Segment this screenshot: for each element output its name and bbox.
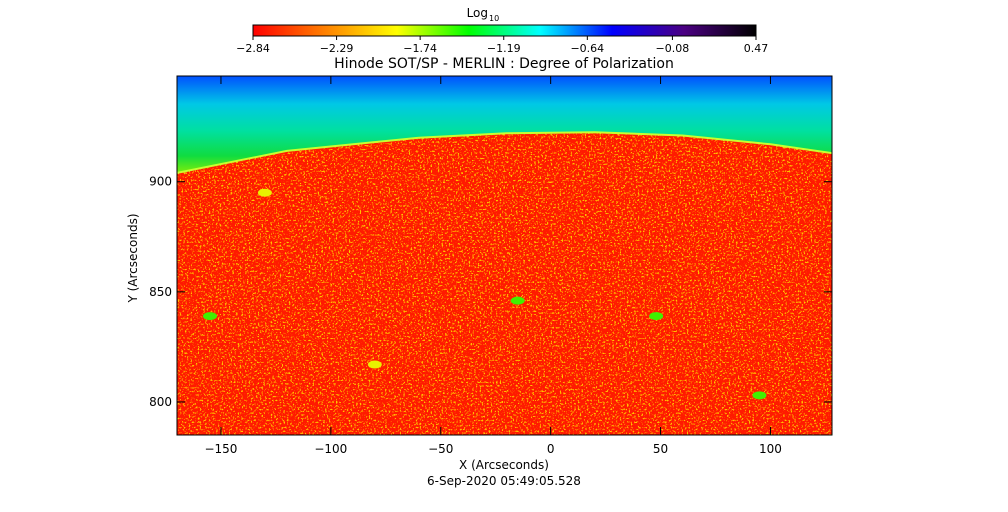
colorbar-label-subscript: 10 (489, 14, 499, 23)
colorbar-tick-label: −1.74 (403, 42, 437, 55)
disk-texture (177, 132, 832, 435)
timestamp: 6-Sep-2020 05:49:05.528 (427, 474, 581, 488)
x-axis-label: X (Arcseconds) (459, 458, 549, 472)
chart-title: Hinode SOT/SP - MERLIN : Degree of Polar… (334, 56, 674, 72)
polarization-feature (367, 360, 382, 369)
x-tick-label: −100 (314, 442, 347, 456)
x-tick-label: 100 (759, 442, 782, 456)
colorbar-tick-label: −2.29 (320, 42, 354, 55)
polarization-feature (752, 391, 767, 400)
x-tick-label: −50 (428, 442, 453, 456)
polarization-feature (202, 312, 217, 321)
x-tick-label: 0 (547, 442, 555, 456)
colorbar-tick-label: −0.64 (570, 42, 604, 55)
y-tick-label: 800 (149, 395, 172, 409)
colorbar-label: Log (467, 6, 488, 20)
polarization-feature (257, 188, 272, 197)
colorbar: Log 10 −2.84 −2.29 −1.74 −1.19 −0.64 −0.08 0.4… (236, 6, 768, 55)
limb-line (177, 131, 832, 174)
colorbar-tick-label: −1.19 (487, 42, 521, 55)
x-tick-label: −150 (204, 442, 237, 456)
colorbar-tick-label: −2.84 (236, 42, 270, 55)
colorbar-tick-label: −0.08 (656, 42, 690, 55)
polarization-feature (649, 312, 664, 321)
x-tick-label: 50 (653, 442, 668, 456)
polarization-map (177, 76, 832, 435)
plot-frame (176, 75, 833, 436)
colorbar-gradient (252, 24, 757, 37)
colorbar-tick-label: 0.47 (744, 42, 769, 55)
y-tick-label: 900 (149, 175, 172, 189)
y-axis-label: Y (Arcseconds) (126, 213, 140, 303)
y-tick-label: 850 (149, 285, 172, 299)
polarization-feature (510, 296, 525, 305)
